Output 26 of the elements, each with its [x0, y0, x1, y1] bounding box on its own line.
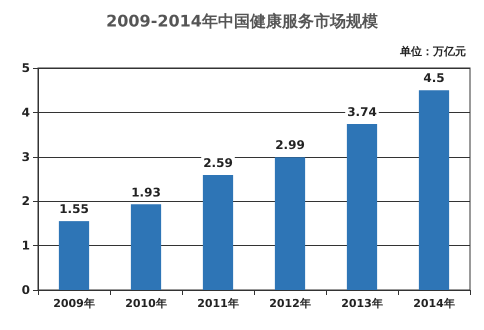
data-label: 2.99 — [275, 138, 305, 152]
y-tick-label: 4 — [22, 105, 30, 120]
x-tick-label: 2012年 — [269, 297, 311, 310]
bar — [346, 124, 378, 290]
bar — [130, 204, 162, 290]
y-tick-label: 3 — [22, 150, 30, 164]
x-tick-label: 2010年 — [125, 297, 167, 310]
text: 单位：万亿元 — [399, 45, 466, 58]
x-tick-label: 2013年 — [341, 297, 383, 310]
y-tick-label: 0 — [22, 283, 30, 297]
data-label: 2.59 — [203, 156, 233, 170]
y-tick-label: 2 — [22, 194, 30, 208]
x-tick-label: 2009年 — [53, 297, 95, 310]
x-tick-label: 2014年 — [413, 297, 455, 310]
chart-title: 2009-2014年中国健康服务市场规模 — [106, 12, 378, 30]
y-tick-label: 1 — [22, 238, 30, 253]
bar — [202, 175, 234, 290]
bar — [274, 157, 306, 290]
bar — [418, 90, 450, 290]
data-label: 4.5 — [423, 71, 445, 86]
x-tick-label: 2011年 — [197, 297, 239, 310]
data-label: 1.55 — [59, 202, 89, 216]
data-label: 3.74 — [347, 104, 377, 119]
y-tick-label: 5 — [22, 61, 30, 75]
bar — [58, 221, 90, 290]
data-label: 1.93 — [131, 185, 161, 200]
